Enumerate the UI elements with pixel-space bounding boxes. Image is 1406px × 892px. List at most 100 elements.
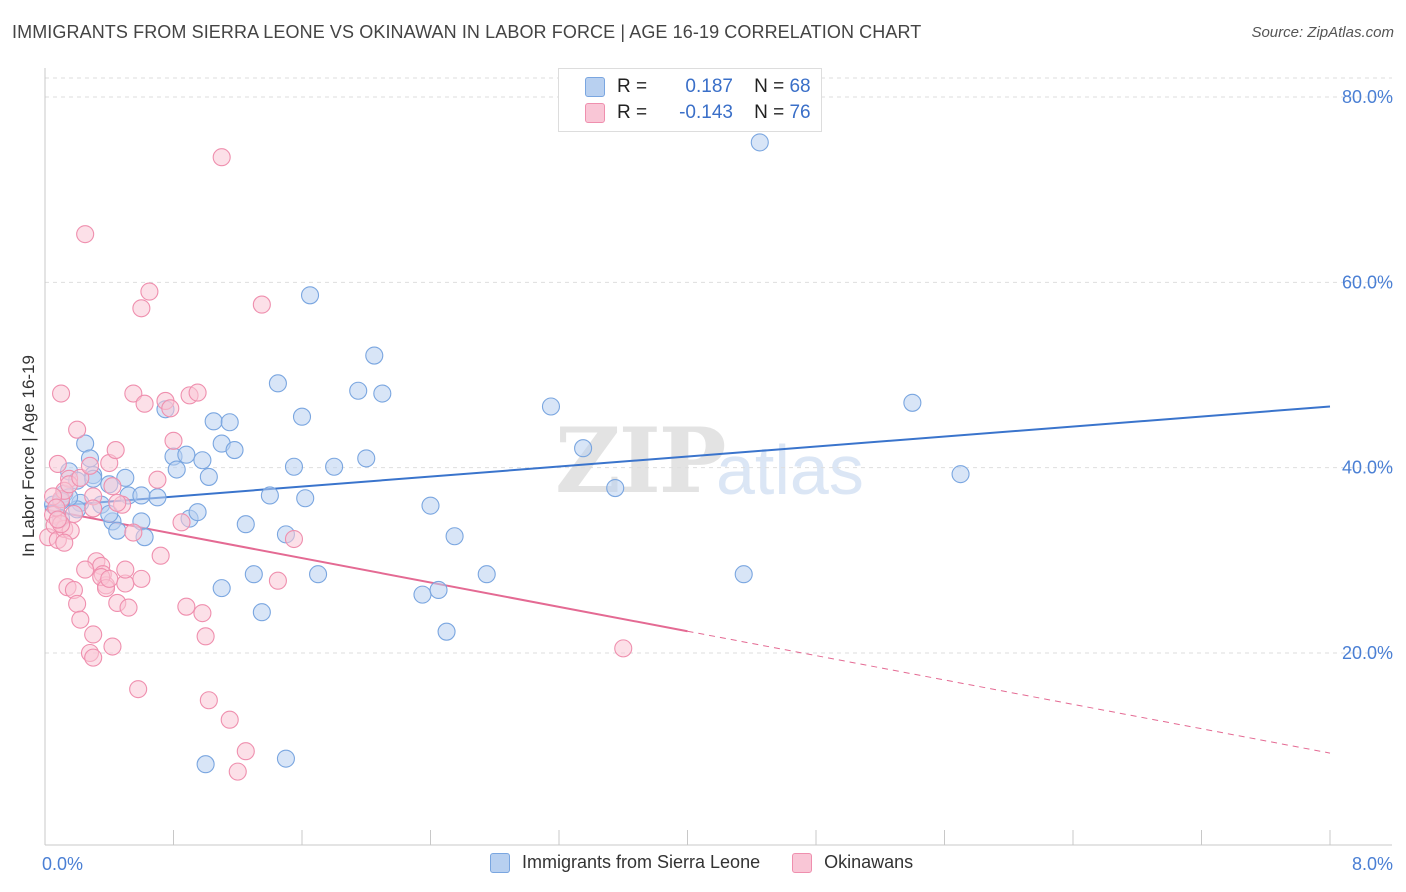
point-okinawan [103,477,122,496]
point-okinawan [71,610,90,629]
point-sierra-leone [951,465,970,484]
point-okinawan [48,454,67,474]
point-sierra-leone [421,496,440,515]
chart-title: IMMIGRANTS FROM SIERRA LEONE VS OKINAWAN… [12,22,922,42]
point-sierra-leone [212,579,231,598]
point-okinawan [140,282,159,301]
point-sierra-leone [300,286,320,305]
point-sierra-leone [574,439,593,458]
point-okinawan [84,648,103,667]
legend-swatch-pink [585,103,605,123]
point-okinawan [220,710,239,729]
point-sierra-leone [606,479,625,498]
point-sierra-leone [349,381,368,400]
point-okinawan [284,529,304,549]
point-okinawan [108,493,127,512]
legend-r-value: 0.187 [685,76,733,97]
legend-label: Immigrants from Sierra Leone [522,852,761,872]
point-okinawan [161,399,180,418]
point-sierra-leone [284,457,304,476]
point-sierra-leone [244,565,263,584]
legend-row-sierra-leone: R = 0.187 N = 68 [585,75,811,99]
point-sierra-leone [309,565,328,584]
correlation-legend: R = 0.187 N = 68 R = -0.143 N = 76 [558,68,822,132]
point-okinawan [252,295,271,314]
point-okinawan [188,383,207,402]
point-sierra-leone [177,445,196,464]
point-okinawan [48,510,67,529]
point-sierra-leone [196,755,215,774]
point-okinawan [614,639,633,658]
point-okinawan [196,627,215,646]
legend-r-label: R = [617,76,648,97]
point-okinawan [164,431,183,450]
point-sierra-leone [193,451,212,470]
point-okinawan [52,384,71,403]
point-sierra-leone [734,565,753,584]
point-sierra-leone [477,565,496,584]
point-sierra-leone [357,449,376,468]
point-okinawan [80,456,100,475]
point-sierra-leone [437,622,456,641]
point-okinawan [103,637,122,656]
x-tick-label: 8.0% [1352,854,1393,874]
gridlines [45,77,1392,654]
point-sierra-leone [325,457,344,476]
point-sierra-leone [236,515,255,534]
point-sierra-leone [292,407,312,426]
y-tick-label: 40.0% [1342,458,1393,478]
point-okinawan [68,420,87,439]
x-tick-label: 0.0% [42,854,83,874]
point-sierra-leone [365,346,384,365]
legend-item-sierra-leone: Immigrants from Sierra Leone [490,852,760,873]
point-sierra-leone [167,460,186,479]
point-sierra-leone [199,467,218,486]
point-okinawan [199,691,218,710]
point-sierra-leone [429,580,448,600]
trend-lines [44,405,1331,754]
legend-label: Okinawans [824,852,914,872]
point-okinawan [177,597,196,616]
data-points [39,133,970,781]
point-okinawan [148,470,167,489]
point-sierra-leone [445,527,464,546]
point-okinawan [212,148,231,167]
legend-n-value: 68 [789,76,811,97]
trend-line-okinawan [44,508,688,633]
tick-labels: 20.0% 40.0% 60.0% 80.0% 0.0% 8.0% [42,87,1393,874]
point-okinawan [132,299,151,318]
point-okinawan [84,625,103,644]
point-sierra-leone [276,749,295,768]
axes [44,68,1392,846]
point-sierra-leone [541,397,561,416]
point-okinawan [236,742,255,761]
y-tick-label: 60.0% [1342,272,1393,292]
y-tick-label: 20.0% [1342,643,1393,663]
legend-item-okinawans: Okinawans [792,852,913,873]
point-okinawan [124,384,143,403]
point-okinawan [193,604,212,623]
point-okinawan [106,441,125,460]
legend-row-okinawans: R = -0.143 N = 76 [585,101,811,125]
point-sierra-leone [750,133,769,152]
point-okinawan [119,598,138,617]
legend-r-label: R = [617,102,648,123]
point-sierra-leone [148,488,167,507]
point-sierra-leone [116,468,135,487]
point-sierra-leone [260,486,279,505]
point-okinawan [64,504,83,524]
point-okinawan [172,513,191,532]
point-sierra-leone [373,384,392,403]
point-okinawan [68,594,87,613]
legend-n-label: N = [754,102,785,123]
point-sierra-leone [296,489,315,508]
y-tick-label: 80.0% [1342,87,1393,107]
point-okinawan [268,571,287,590]
point-sierra-leone [132,486,151,505]
point-okinawan [129,680,148,699]
point-okinawan [76,560,95,579]
legend-n-value: 76 [789,102,811,123]
point-sierra-leone [220,413,239,432]
point-okinawan [132,569,151,588]
point-okinawan [124,523,143,542]
